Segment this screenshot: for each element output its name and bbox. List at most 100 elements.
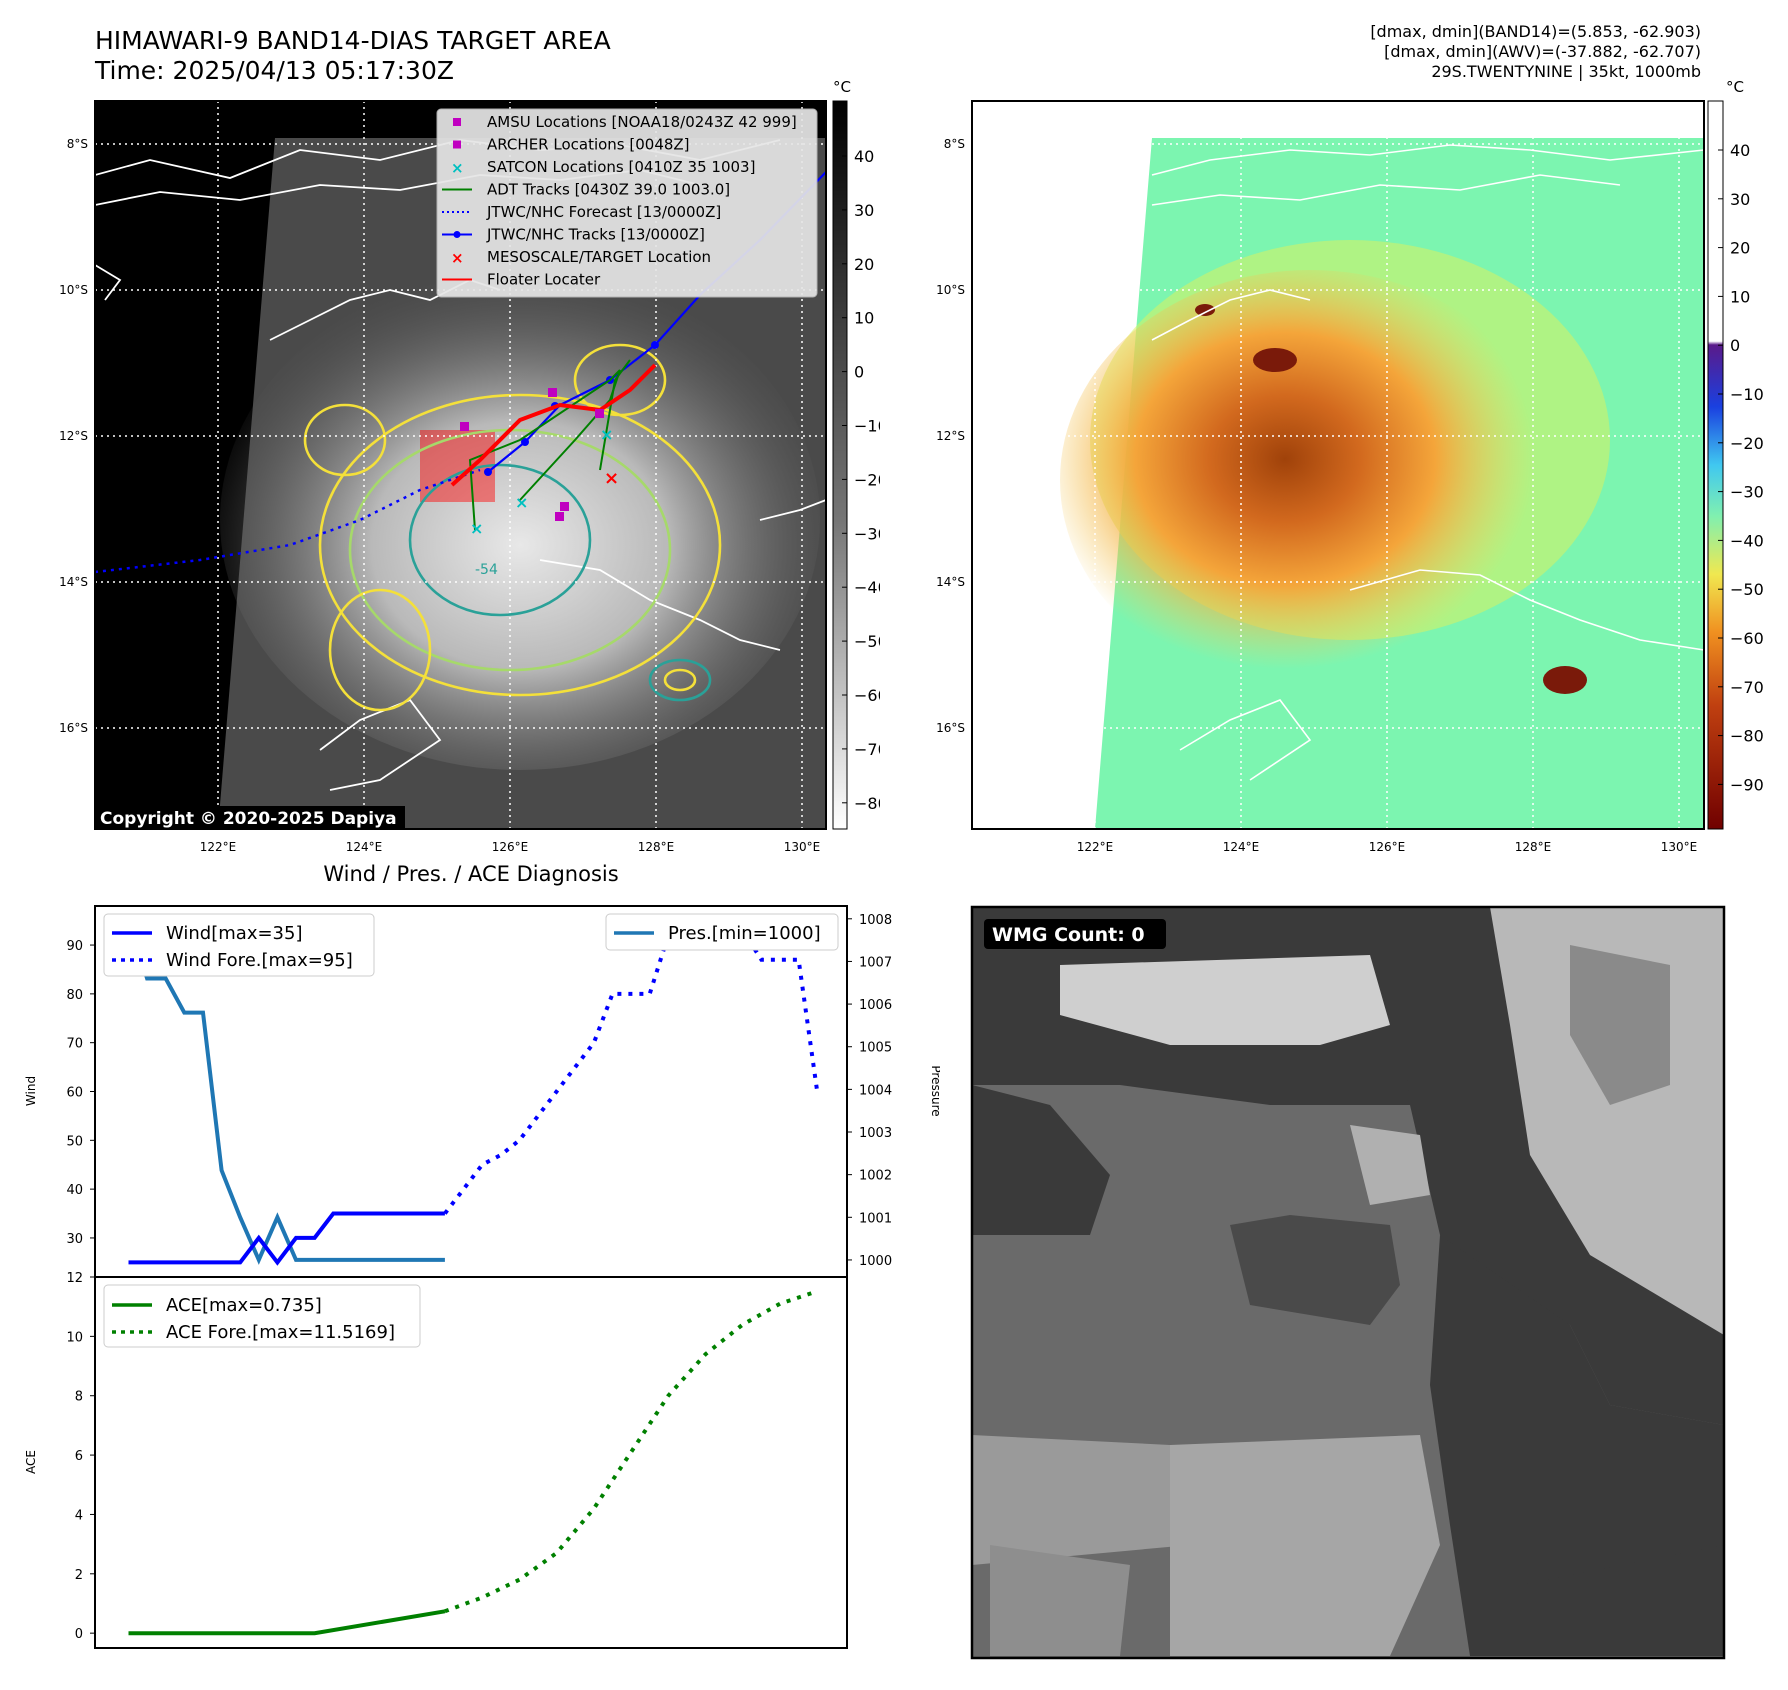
- colorbar-tick: −60: [854, 686, 880, 705]
- colorbar-tick: −30: [1730, 483, 1764, 502]
- lon-tick: 124°E: [1223, 840, 1260, 854]
- svg-text:×: ×: [600, 425, 613, 444]
- lat-tick: 12°S: [936, 429, 965, 443]
- wind-tick: 30: [66, 1232, 83, 1247]
- color-colorbar-unit: °C: [1726, 78, 1744, 96]
- map-grid: [972, 101, 1704, 829]
- lat-tick-labels: 8°S 10°S 12°S 14°S 16°S: [936, 137, 965, 735]
- wind-tick: 50: [66, 1134, 83, 1149]
- diagnosis-title: Wind / Pres. / ACE Diagnosis: [323, 862, 619, 886]
- wind-tick: 60: [66, 1086, 83, 1101]
- legend-label: ADT Tracks [0430Z 39.0 1003.0]: [487, 181, 730, 199]
- lon-tick: 126°E: [1369, 840, 1406, 854]
- pressure-line: [126, 918, 445, 1265]
- pressure-tick: 1008: [859, 913, 892, 928]
- wind-legend-label: Wind[max=35]: [166, 923, 303, 944]
- svg-text:×: ×: [604, 468, 619, 489]
- copyright-text: Copyright © 2020-2025 Dapiya: [100, 809, 397, 829]
- legend-row: ADT Tracks [0430Z 39.0 1003.0]: [442, 181, 730, 199]
- marker-points: × × × ×: [460, 388, 619, 538]
- lat-tick: 10°S: [936, 283, 965, 297]
- pressure-tick: 1004: [859, 1083, 892, 1098]
- wind-tick: 90: [66, 939, 83, 954]
- ace-tick: 0: [75, 1627, 83, 1642]
- legend-row: × MESOSCALE/TARGET Location: [451, 248, 711, 267]
- ace-tick: 12: [66, 1271, 83, 1286]
- color-colorbar: [1707, 100, 1724, 830]
- ace-tick: 2: [75, 1568, 83, 1583]
- ace-line: [128, 1609, 446, 1636]
- pressure-tick: 1005: [859, 1041, 892, 1056]
- wmg-panel: WMG Count: 0: [970, 905, 1726, 1660]
- cold-cloud-region: [1060, 270, 1560, 690]
- colorbar-tick: −40: [854, 578, 880, 597]
- colorbar-tick: −20: [1730, 434, 1764, 453]
- colorbar-tick: −90: [1730, 775, 1764, 794]
- legend-row: JTWC/NHC Tracks [13/0000Z]: [442, 226, 705, 244]
- wind-tick: 40: [66, 1183, 83, 1198]
- ace-tick: 8: [75, 1390, 83, 1405]
- legend-label: MESOSCALE/TARGET Location: [487, 248, 711, 266]
- colorbar-tick: −80: [1730, 727, 1764, 746]
- pressure-axis-label: Pressure: [929, 1065, 940, 1116]
- colorbar-tick: 30: [1730, 190, 1750, 209]
- pressure-tick: 1001: [859, 1211, 892, 1226]
- pressure-tick: 1002: [859, 1169, 892, 1184]
- lon-tick: 122°E: [1077, 840, 1114, 854]
- svg-text:×: ×: [451, 249, 464, 267]
- colorbar-tick: 10: [854, 309, 874, 328]
- ace-tick: 10: [66, 1330, 83, 1345]
- colorbar-tick: −50: [854, 632, 880, 651]
- pressure-tick: 1000: [859, 1254, 892, 1269]
- jtwc-forecast-track: [95, 468, 481, 574]
- adt-tracks: [468, 359, 631, 531]
- stats-line-awv: [dmax, dmin](AWV)=(-37.882, -62.707): [1384, 42, 1701, 61]
- wmg-regions: [972, 907, 1724, 1656]
- stats-line-storm: 29S.TWENTYNINE | 35kt, 1000mb: [1431, 62, 1701, 81]
- map-legend: AMSU Locations [NOAA18/0243Z 42 999] ARCH…: [436, 108, 818, 298]
- colorbar-tick: 40: [854, 147, 874, 166]
- wind-fore-legend-label: Wind Fore.[max=95]: [166, 950, 353, 971]
- colorbar-tick: 0: [1730, 336, 1740, 355]
- wind-axis-label: Wind: [24, 1076, 38, 1106]
- colorbar-tick: −80: [854, 794, 880, 813]
- legend-label: ARCHER Locations [0048Z]: [487, 136, 690, 154]
- main-title: HIMAWARI-9 BAND14-DIAS TARGET AREA: [95, 26, 611, 55]
- lat-tick: 8°S: [67, 137, 88, 151]
- wmg-count-label: WMG Count: 0: [992, 924, 1145, 946]
- ace-tick: 6: [75, 1449, 83, 1464]
- legend-label: Floater Locater: [487, 271, 601, 289]
- ace-legend: ACE[max=0.735] ACE Fore.[max=11.5169]: [103, 1284, 421, 1348]
- lon-tick: 124°E: [346, 840, 383, 854]
- diagnosis-chart: Wind Pressure ACE 3040506070809010001001…: [24, 905, 940, 1649]
- colorbar-tick: −10: [1730, 385, 1764, 404]
- lon-tick: 130°E: [1661, 840, 1698, 854]
- colorbar-tick: 20: [854, 255, 874, 274]
- colorbar-tick: −30: [854, 524, 880, 543]
- stats-block: [dmax, dmin](BAND14)=(5.853, -62.903) [d…: [1370, 22, 1701, 82]
- svg-text:×: ×: [470, 519, 483, 538]
- colorbar-tick: −10: [854, 417, 880, 436]
- colorbar-tick: −40: [1730, 531, 1764, 550]
- legend-row: JTWC/NHC Forecast [13/0000Z]: [442, 203, 721, 221]
- legend-row: × SATCON Locations [0410Z 35 1003]: [451, 158, 755, 177]
- lat-tick: 16°S: [936, 721, 965, 735]
- gray-colorbar: [832, 100, 848, 830]
- colorbar-tick: 20: [1730, 239, 1750, 258]
- lat-tick: 10°S: [59, 283, 88, 297]
- lat-tick: 14°S: [59, 575, 88, 589]
- colorbar-tick: −70: [854, 740, 880, 759]
- pressure-tick: 1003: [859, 1126, 892, 1141]
- lon-tick: 126°E: [492, 840, 529, 854]
- lon-tick: 128°E: [1515, 840, 1552, 854]
- stats-line-band14: [dmax, dmin](BAND14)=(5.853, -62.903): [1370, 22, 1701, 41]
- legend-label: SATCON Locations [0410Z 35 1003]: [487, 158, 755, 176]
- colorbar-tick: 10: [1730, 287, 1750, 306]
- lon-tick: 122°E: [200, 840, 237, 854]
- lon-tick: 130°E: [784, 840, 821, 854]
- colorbar-tick: −50: [1730, 580, 1764, 599]
- svg-text:×: ×: [451, 159, 464, 177]
- colorbar-tick: 40: [1730, 141, 1750, 160]
- legend-row: Floater Locater: [442, 271, 601, 289]
- legend-label: JTWC/NHC Tracks [13/0000Z]: [486, 226, 705, 244]
